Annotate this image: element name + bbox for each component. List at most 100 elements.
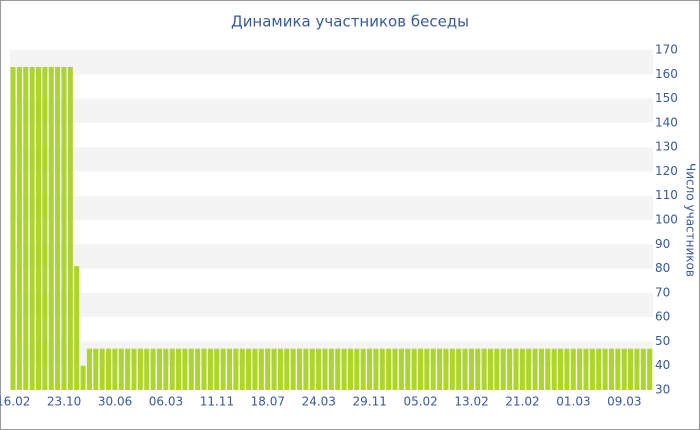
x-tick-label: 18.07 xyxy=(251,395,285,409)
bar xyxy=(608,348,615,390)
bar xyxy=(647,348,653,390)
bar xyxy=(23,67,29,390)
bar xyxy=(150,348,156,390)
bar xyxy=(360,348,366,390)
bar xyxy=(335,348,341,390)
x-tick-label: 11.11 xyxy=(200,395,234,409)
bar xyxy=(99,348,105,390)
grid-band xyxy=(10,195,653,220)
x-tick-label: 13.02 xyxy=(454,395,488,409)
bar xyxy=(309,348,315,390)
y-tick-label: 130 xyxy=(655,140,678,154)
bar xyxy=(93,348,99,390)
x-tick-label: 05.02 xyxy=(403,395,437,409)
y-tick-label: 70 xyxy=(655,285,670,299)
bar xyxy=(449,348,455,390)
grid-band xyxy=(10,147,653,172)
bar xyxy=(602,348,608,390)
chart-title: Динамика участников беседы xyxy=(231,13,469,31)
y-tick-label: 80 xyxy=(655,261,670,275)
bar xyxy=(74,266,80,390)
bar xyxy=(35,67,42,390)
bar xyxy=(144,348,150,390)
bar xyxy=(201,348,207,390)
bar xyxy=(328,348,334,390)
bar xyxy=(265,348,271,390)
bar xyxy=(316,348,322,390)
bar xyxy=(513,348,519,390)
bar xyxy=(322,348,328,390)
bar xyxy=(239,348,245,390)
bar xyxy=(456,348,462,390)
bar xyxy=(558,348,564,390)
bar xyxy=(398,348,404,390)
bar xyxy=(188,348,194,390)
bar xyxy=(195,348,201,390)
bar xyxy=(42,67,48,390)
bar xyxy=(290,348,296,390)
bar xyxy=(475,348,481,390)
bar xyxy=(271,348,277,390)
bar xyxy=(634,348,640,390)
bar xyxy=(570,348,576,390)
bar xyxy=(417,348,424,390)
bar xyxy=(494,348,500,390)
bar xyxy=(226,348,233,390)
bar xyxy=(564,348,570,390)
bar xyxy=(347,348,353,390)
bar xyxy=(411,348,417,390)
bar xyxy=(583,348,589,390)
bar xyxy=(61,67,67,390)
y-tick-label: 110 xyxy=(655,188,678,202)
bar xyxy=(354,348,360,390)
bar xyxy=(589,348,595,390)
bar xyxy=(246,348,252,390)
bar xyxy=(507,348,513,390)
x-tick-label: 21.02 xyxy=(505,395,539,409)
bar xyxy=(67,67,73,390)
bar xyxy=(628,348,634,390)
y-tick-label: 40 xyxy=(655,358,670,372)
bar xyxy=(462,348,468,390)
x-tick-label: 30.06 xyxy=(98,395,132,409)
y-tick-label: 120 xyxy=(655,164,678,178)
bar xyxy=(526,348,532,390)
bar xyxy=(640,348,646,390)
bar xyxy=(55,67,61,390)
bar xyxy=(545,348,551,390)
bar xyxy=(118,348,124,390)
bar xyxy=(233,348,239,390)
bar xyxy=(538,348,544,390)
bar xyxy=(214,348,220,390)
bar xyxy=(519,348,525,390)
bar xyxy=(207,348,213,390)
x-tick-label: 23.10 xyxy=(47,395,81,409)
y-axis-label: Число участников xyxy=(684,163,698,277)
x-tick-label: 06.03 xyxy=(149,395,183,409)
y-tick-label: 140 xyxy=(655,115,678,129)
bar xyxy=(341,348,347,390)
bar xyxy=(577,348,583,390)
x-tick-label: 29.11 xyxy=(353,395,387,409)
bar xyxy=(29,67,35,390)
bar xyxy=(615,348,621,390)
y-tick-label: 100 xyxy=(655,213,678,227)
grid-band xyxy=(10,292,653,318)
grid-band xyxy=(10,98,653,123)
bar xyxy=(258,348,264,390)
bar xyxy=(424,348,430,390)
bar xyxy=(163,348,169,390)
bar xyxy=(105,348,112,390)
bar xyxy=(621,348,627,390)
bar xyxy=(169,348,175,390)
bar xyxy=(379,348,385,390)
bar xyxy=(277,348,283,390)
x-tick-label: 16.02 xyxy=(0,395,30,409)
bar xyxy=(80,365,86,390)
bar xyxy=(500,348,506,390)
bar xyxy=(156,348,162,390)
y-tick-label: 90 xyxy=(655,237,670,251)
x-tick-label: 09.03 xyxy=(607,395,641,409)
grid-band xyxy=(10,244,653,269)
